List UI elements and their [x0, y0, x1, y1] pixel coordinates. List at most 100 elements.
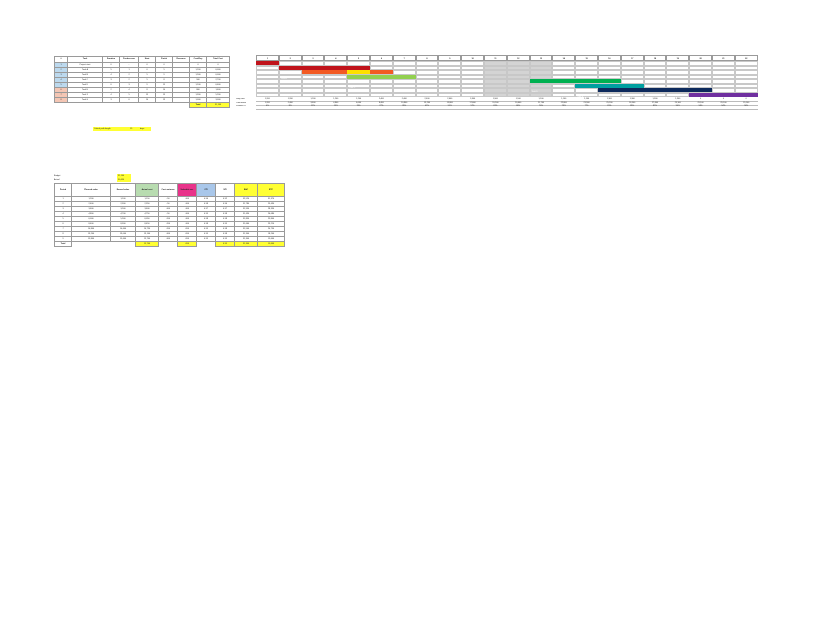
- gantt-summary-cell: 23,900: [575, 102, 598, 106]
- gantt-grid-cell: [666, 65, 690, 70]
- b-col-ev: Earned value: [110, 183, 136, 197]
- gantt-summary-cell: 4%: [256, 105, 279, 110]
- gantt-day-header: 7: [392, 55, 416, 61]
- gantt-day-header: 10: [461, 55, 484, 61]
- gantt-grid-cell: [598, 70, 621, 75]
- gantt-summary-cell: 2,400: [415, 98, 439, 103]
- gantt-day-header: 17: [620, 55, 644, 61]
- gantt-grid-cell: [324, 74, 348, 79]
- gantt-summary-cell: 22,800: [552, 102, 576, 106]
- gantt-summary-cell: 85%: [620, 105, 644, 110]
- gantt-summary-cell: 73%: [552, 105, 576, 110]
- budget-total-row: Total 15,700 -200 0.99 31,300 15,600: [54, 241, 285, 247]
- gantt-grid-cell: [552, 83, 576, 88]
- task-table-header: # Task Duration Predecessor Start Finish…: [54, 56, 230, 63]
- gantt-grid-cell: [506, 70, 530, 75]
- gantt-grid-cell: [278, 61, 302, 66]
- gantt-grid-cell: [278, 83, 302, 88]
- gantt-grid-cell: [392, 79, 416, 84]
- gantt-grid-cell: [438, 74, 462, 79]
- gantt-grid-cell: [529, 92, 553, 97]
- gantt-day-header: 2: [278, 55, 302, 61]
- gantt-grid-cell: [461, 88, 484, 93]
- gantt-bar-label: Task A: [280, 77, 287, 80]
- gantt-day-header: 18: [643, 55, 667, 61]
- gantt-summary-cell: 2,400: [392, 98, 416, 103]
- gantt-grid-cell: [689, 65, 712, 70]
- gantt-summary-cell: 25,200: [598, 102, 621, 106]
- gantt-grid-cell: [529, 70, 553, 75]
- gantt-grid-cell: [438, 65, 462, 70]
- gantt-grid-cell: [324, 83, 348, 88]
- gantt-summary-cell: 6,000: [347, 102, 370, 106]
- actual-value: 30,450: [118, 178, 125, 181]
- gantt-grid-cell: [256, 65, 279, 70]
- gantt-grid-cell: [415, 92, 439, 97]
- gantt-grid-cell: [324, 61, 348, 66]
- gantt-grid-cell: [712, 70, 735, 75]
- gantt-grid-cell: [643, 65, 667, 70]
- gantt-summary-cell: 1,200: [278, 98, 302, 103]
- gantt-grid-cell: [370, 65, 393, 70]
- task-total-value: 31,100: [206, 102, 230, 108]
- gantt-grid-cell: [301, 74, 325, 79]
- gantt-grid-cell: [347, 61, 370, 66]
- gantt-grid-cell: [370, 88, 393, 93]
- gantt-grid-cell: [278, 70, 302, 75]
- gantt-grid-cell: [552, 88, 576, 93]
- gantt-grid-cell: [438, 83, 462, 88]
- gantt-grid-cell: [689, 70, 712, 75]
- gantt-summary-cell: 29,100: [712, 102, 735, 106]
- gantt-grid-cell: [529, 65, 553, 70]
- gantt-summary-cell: 0: [689, 98, 712, 103]
- gantt-day-header: 12: [506, 55, 530, 61]
- gantt-summary-cell: 19%: [347, 105, 370, 110]
- gantt-grid-cell: [734, 88, 758, 93]
- gantt-grid-cell: [415, 83, 439, 88]
- gantt-grid-cell: [712, 79, 735, 84]
- b-col-ac: Actual cost: [135, 183, 159, 197]
- gantt-grid-cell: [734, 65, 758, 70]
- gantt-summary-cell: 81%: [598, 105, 621, 110]
- budget-value: 31,100: [118, 174, 125, 177]
- gantt-day-header: 8: [415, 55, 439, 61]
- gantt-summary-cell: 1,300: [666, 98, 690, 103]
- gantt-summary-cell: 27,800: [643, 102, 667, 106]
- budget-value-box: [117, 174, 131, 178]
- gantt-grid-cell: [392, 61, 416, 66]
- task-total-label: Total: [189, 102, 207, 108]
- gantt-grid-cell: [278, 88, 302, 93]
- gantt-grid-cell: [552, 92, 576, 97]
- gantt-summary-cell: 1,900: [484, 98, 507, 103]
- b-col-eac: EAC: [234, 183, 258, 197]
- gantt-grid-cell: [734, 70, 758, 75]
- gantt-grid-cell: [734, 83, 758, 88]
- gantt-bar-label: Task D: [531, 91, 538, 94]
- gantt-grid-cell: [734, 79, 758, 84]
- task-table: # Task Duration Predecessor Start Finish…: [54, 56, 230, 108]
- gantt-grid-cell: [689, 74, 712, 79]
- gantt-summary-label: Planned %: [236, 105, 246, 108]
- gantt-grid-cell: [575, 70, 598, 75]
- task-row: 2 Task A 5 1 0 5 1,200 6,000: [54, 67, 230, 73]
- gantt-day-header: 1: [256, 55, 279, 61]
- gantt-grid-cell: [575, 88, 598, 93]
- gantt-summary-cell: 15%: [324, 105, 348, 110]
- gantt-grid-cell: [392, 70, 416, 75]
- gantt-grid-cell: [643, 61, 667, 66]
- gantt-bar: Task C: [347, 74, 416, 89]
- note-value: 19: [130, 127, 133, 130]
- gantt-day-header: 6: [370, 55, 393, 61]
- gantt-summary-cell: 1,200: [256, 102, 279, 106]
- b-col-pv: Planned value: [71, 183, 111, 197]
- budget-total-cell: 0.99: [215, 241, 235, 247]
- gantt-summary-cell: 29,100: [689, 102, 712, 106]
- gantt-summary-cell: 77%: [575, 105, 598, 110]
- gantt-grid-cell: [712, 61, 735, 66]
- gantt-grid-cell: [256, 79, 279, 84]
- gantt-summary-cell: 29,100: [666, 102, 690, 106]
- budget-table: Period Planned value Earned value Actual…: [54, 183, 285, 247]
- budget-row: 6 8,400 8,300 8,450 -150 -100 0.98 0.99 31,660 23…: [54, 221, 285, 227]
- gantt-summary-cell: 1,200: [324, 98, 348, 103]
- gantt-grid-cell: [666, 83, 690, 88]
